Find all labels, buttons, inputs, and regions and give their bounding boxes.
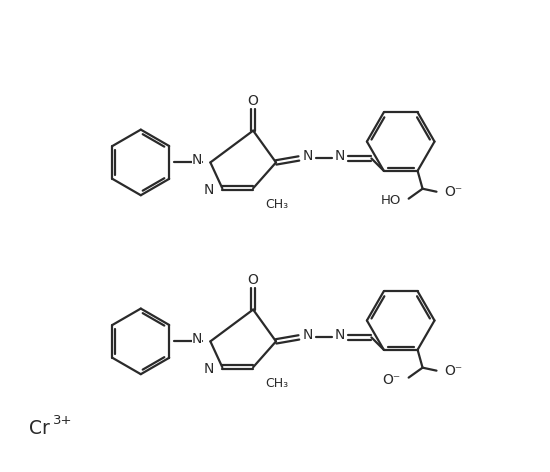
Text: N: N	[334, 150, 345, 163]
Text: O: O	[248, 273, 258, 287]
Text: Cr: Cr	[30, 419, 51, 438]
Text: O⁻: O⁻	[382, 372, 401, 387]
Text: O⁻: O⁻	[444, 363, 463, 378]
Text: N: N	[192, 332, 202, 346]
Text: N: N	[334, 329, 345, 342]
Text: N: N	[204, 183, 215, 197]
Text: N: N	[302, 150, 313, 163]
Text: CH₃: CH₃	[265, 377, 288, 389]
Text: HO: HO	[381, 194, 401, 207]
Text: N: N	[204, 362, 215, 376]
Text: O⁻: O⁻	[444, 185, 463, 199]
Text: N: N	[192, 153, 202, 168]
Text: O: O	[248, 94, 258, 108]
Text: N: N	[302, 329, 313, 342]
Text: 3+: 3+	[53, 414, 73, 428]
Text: CH₃: CH₃	[265, 198, 288, 211]
